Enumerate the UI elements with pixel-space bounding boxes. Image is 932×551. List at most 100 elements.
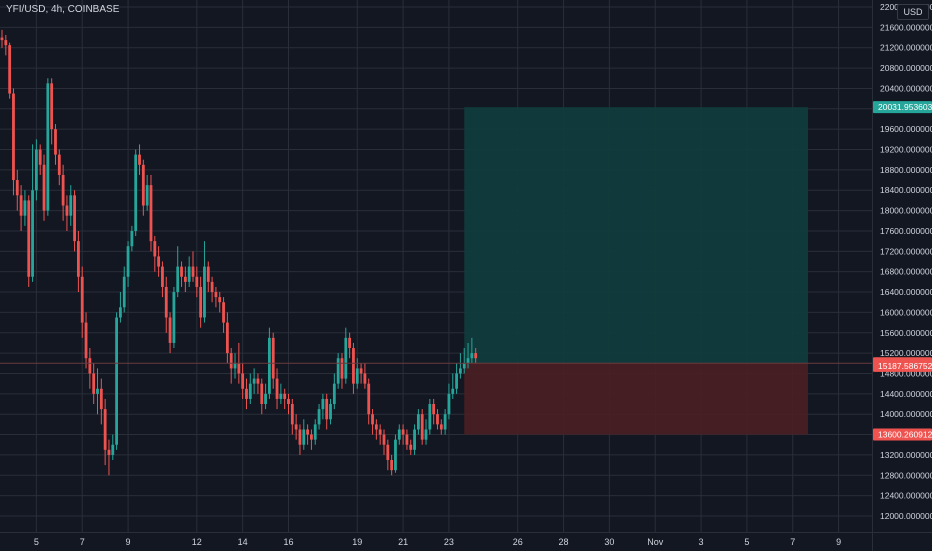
x-tick-label: 3 bbox=[699, 537, 704, 547]
candle-body bbox=[325, 399, 328, 419]
candle bbox=[66, 195, 69, 231]
candle bbox=[413, 424, 416, 455]
candle-body bbox=[195, 277, 198, 287]
x-tick-label: 28 bbox=[559, 537, 569, 547]
candle-body bbox=[35, 150, 38, 191]
candle-body bbox=[176, 267, 179, 292]
candle bbox=[451, 373, 454, 398]
candle bbox=[264, 384, 267, 409]
candle-body bbox=[421, 414, 424, 439]
y-tick-label: 18800.00000000 bbox=[880, 165, 932, 175]
candle bbox=[173, 287, 176, 348]
candle bbox=[287, 394, 290, 414]
candle bbox=[398, 424, 401, 444]
candle-body bbox=[306, 429, 309, 434]
price-axis[interactable]: 22000.0000000021600.0000000021200.000000… bbox=[873, 0, 932, 550]
candle-body bbox=[138, 155, 141, 165]
candle bbox=[27, 195, 30, 287]
candle-body bbox=[92, 373, 95, 393]
candle bbox=[31, 144, 34, 281]
currency-badge[interactable]: USD bbox=[897, 4, 929, 20]
candle-body bbox=[440, 424, 443, 429]
candle bbox=[8, 43, 11, 99]
candle bbox=[176, 246, 179, 297]
stop-price-label: 13600.26091291 bbox=[878, 430, 932, 440]
candle bbox=[199, 277, 202, 328]
y-tick-label: 15200.00000000 bbox=[880, 348, 932, 358]
candle bbox=[421, 409, 424, 445]
candle bbox=[394, 435, 397, 473]
candle bbox=[318, 404, 321, 429]
x-tick-label: 7 bbox=[790, 537, 795, 547]
candle bbox=[444, 409, 447, 434]
candle-body bbox=[341, 358, 344, 378]
stop-loss-zone[interactable] bbox=[464, 363, 808, 434]
candle bbox=[428, 399, 431, 435]
candle bbox=[16, 170, 19, 211]
x-tick-label: 26 bbox=[513, 537, 523, 547]
candle bbox=[448, 384, 451, 420]
candle bbox=[92, 363, 95, 404]
candle bbox=[69, 185, 72, 226]
profit-target-zone[interactable] bbox=[464, 107, 808, 363]
candle bbox=[321, 394, 324, 419]
candle bbox=[188, 256, 191, 287]
candle-body bbox=[1, 38, 4, 41]
candle-body bbox=[104, 409, 107, 450]
candle-body bbox=[77, 241, 80, 277]
candle bbox=[383, 429, 386, 454]
candle-body bbox=[287, 399, 290, 404]
x-tick-label: 9 bbox=[126, 537, 131, 547]
candle-body bbox=[165, 287, 168, 318]
long-position-zones[interactable] bbox=[464, 107, 808, 434]
candle-body bbox=[96, 389, 99, 394]
candle bbox=[115, 312, 118, 449]
candle bbox=[1, 30, 4, 48]
candle-body bbox=[260, 384, 263, 404]
candle bbox=[165, 277, 168, 333]
candle bbox=[302, 419, 305, 450]
candle-body bbox=[207, 267, 210, 282]
candle-body bbox=[413, 429, 416, 449]
symbol-title[interactable]: YFI/USD, 4h, COINBASE bbox=[6, 4, 119, 15]
candle-body bbox=[123, 277, 126, 308]
x-tick-label: 19 bbox=[352, 537, 362, 547]
candle bbox=[127, 241, 130, 287]
candle-body bbox=[199, 287, 202, 318]
x-tick-label: 12 bbox=[192, 537, 202, 547]
candle-body bbox=[348, 338, 351, 348]
candle-body bbox=[276, 379, 279, 399]
candle bbox=[50, 78, 53, 144]
candle-body bbox=[463, 363, 466, 368]
current-price-label: 15187.58675255 bbox=[878, 361, 932, 371]
candle bbox=[192, 251, 195, 282]
candle bbox=[100, 379, 103, 425]
candle bbox=[180, 262, 183, 287]
y-tick-label: 17200.00000000 bbox=[880, 246, 932, 256]
candle bbox=[344, 328, 347, 384]
target-price-label: 20031.95360371 bbox=[878, 102, 932, 112]
candle bbox=[291, 399, 294, 435]
candle-body bbox=[188, 267, 191, 282]
candle-body bbox=[249, 384, 252, 399]
candle-body bbox=[230, 353, 233, 368]
candle-body bbox=[218, 297, 221, 302]
candle-body bbox=[386, 445, 389, 460]
y-tick-label: 19600.00000000 bbox=[880, 124, 932, 134]
candle bbox=[62, 165, 65, 221]
candle bbox=[425, 419, 428, 444]
candle-body bbox=[211, 282, 214, 292]
candle bbox=[24, 190, 27, 226]
candle bbox=[4, 35, 7, 55]
candle bbox=[20, 185, 23, 231]
candle bbox=[138, 144, 141, 175]
candle-body bbox=[264, 394, 267, 404]
candle-body bbox=[119, 307, 122, 317]
candle-body bbox=[333, 384, 336, 404]
candle-body bbox=[8, 45, 11, 93]
candle bbox=[157, 246, 160, 277]
candle-body bbox=[383, 435, 386, 445]
candle bbox=[108, 440, 111, 476]
